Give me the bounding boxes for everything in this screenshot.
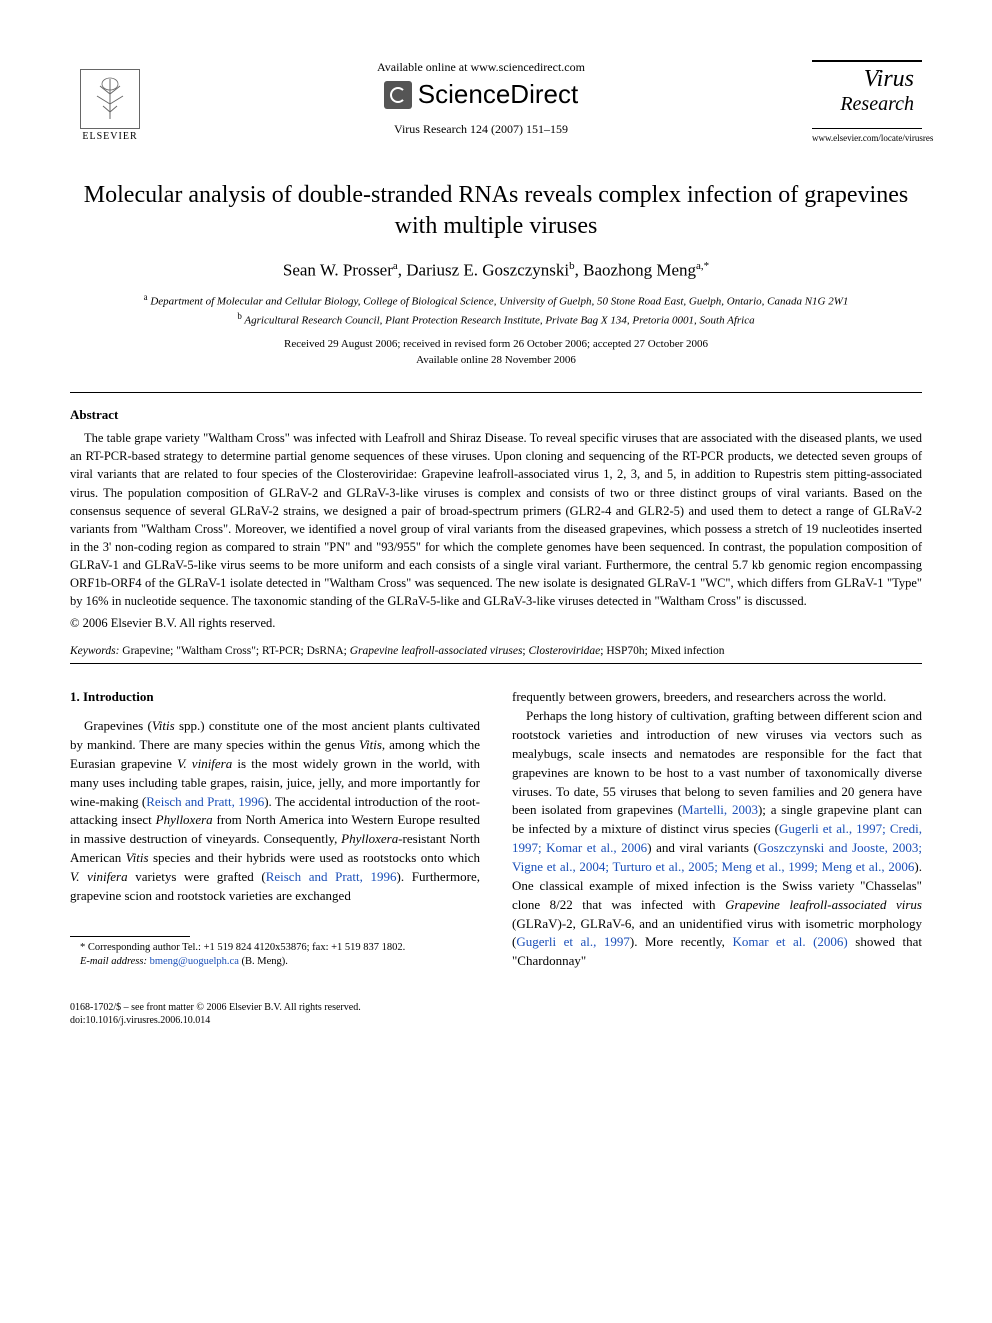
elsevier-label: ELSEVIER	[82, 131, 137, 142]
footer-doi: doi:10.1016/j.virusres.2006.10.014	[70, 1014, 922, 1027]
sciencedirect-icon	[384, 81, 412, 109]
abstract-text: The table grape variety "Waltham Cross" …	[70, 429, 922, 610]
keywords: Keywords: Grapevine; "Waltham Cross"; RT…	[70, 645, 922, 657]
email-who: (B. Meng).	[242, 956, 288, 967]
journal-url: www.elsevier.com/locate/virusres	[812, 133, 922, 143]
page-header: ELSEVIER Available online at www.science…	[70, 60, 922, 150]
divider-bottom	[70, 663, 922, 664]
keywords-text: Grapevine; "Waltham Cross"; RT-PCR; DsRN…	[122, 645, 724, 657]
column-left: 1. Introduction Grapevines (Vitis spp.) …	[70, 688, 480, 971]
elsevier-tree-icon	[80, 69, 140, 129]
footnote-divider	[70, 936, 190, 937]
page-footer: 0168-1702/$ – see front matter © 2006 El…	[70, 1001, 922, 1027]
section-heading-intro: 1. Introduction	[70, 688, 480, 707]
email-label: E-mail address:	[80, 956, 147, 967]
affiliation-a: a Department of Molecular and Cellular B…	[70, 291, 922, 310]
intro-p2: Perhaps the long history of cultivation,…	[512, 707, 922, 971]
journal-title-2: Research	[812, 93, 922, 116]
journal-cover: Virus Research www.elsevier.com/locate/v…	[812, 60, 922, 143]
footnote-email: E-mail address: bmeng@uoguelph.ca (B. Me…	[70, 955, 480, 970]
article-title: Molecular analysis of double-stranded RN…	[70, 180, 922, 242]
authors: Sean W. Prossera, Dariusz E. Goszczynski…	[70, 260, 922, 281]
sciencedirect-brand: ScienceDirect	[150, 79, 812, 110]
body-columns: 1. Introduction Grapevines (Vitis spp.) …	[70, 688, 922, 971]
elsevier-logo: ELSEVIER	[70, 60, 150, 150]
available-online-text: Available online at www.sciencedirect.co…	[150, 60, 812, 75]
footer-front-matter: 0168-1702/$ – see front matter © 2006 El…	[70, 1001, 922, 1014]
email-address[interactable]: bmeng@uoguelph.ca	[150, 956, 239, 967]
abstract-heading: Abstract	[70, 407, 922, 423]
abstract-copyright: © 2006 Elsevier B.V. All rights reserved…	[70, 616, 922, 631]
column-right: frequently between growers, breeders, an…	[512, 688, 922, 971]
affiliations: a Department of Molecular and Cellular B…	[70, 291, 922, 329]
sciencedirect-text: ScienceDirect	[418, 79, 578, 110]
journal-reference: Virus Research 124 (2007) 151–159	[150, 122, 812, 137]
intro-p1: Grapevines (Vitis spp.) constitute one o…	[70, 717, 480, 905]
keywords-label: Keywords:	[70, 645, 119, 657]
journal-title-box: Virus Research	[812, 60, 922, 129]
intro-p1-cont: frequently between growers, breeders, an…	[512, 688, 922, 707]
journal-title-1: Virus	[812, 66, 922, 93]
footnote-corresponding: * Corresponding author Tel.: +1 519 824 …	[70, 941, 480, 956]
article-dates: Received 29 August 2006; received in rev…	[70, 337, 922, 368]
dates-online: Available online 28 November 2006	[70, 353, 922, 368]
affiliation-b: b Agricultural Research Council, Plant P…	[70, 310, 922, 329]
center-header: Available online at www.sciencedirect.co…	[150, 60, 812, 137]
dates-received: Received 29 August 2006; received in rev…	[70, 337, 922, 352]
divider-top	[70, 392, 922, 393]
